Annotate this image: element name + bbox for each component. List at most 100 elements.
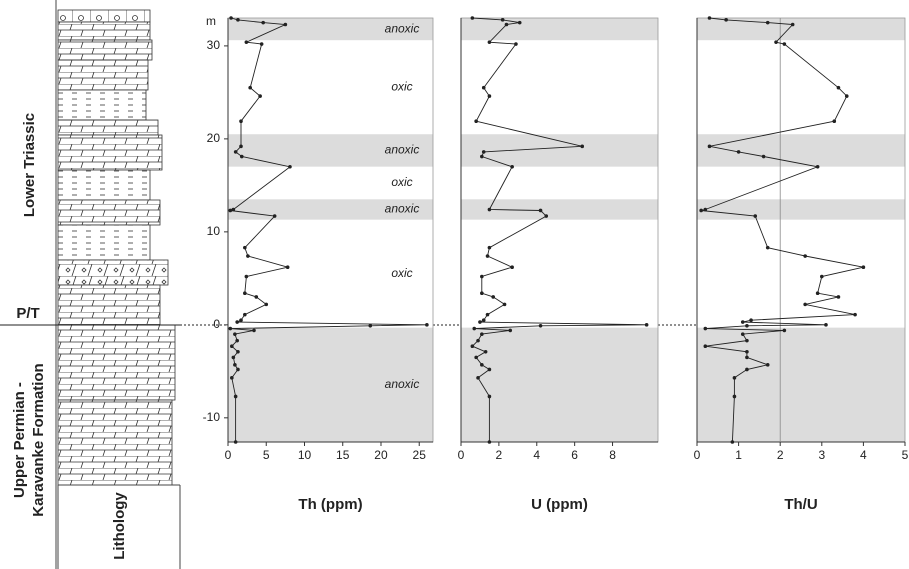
- data-point: [239, 144, 243, 149]
- data-point: [699, 208, 703, 213]
- data-point: [502, 302, 507, 307]
- data-point: [243, 245, 247, 250]
- data-point: [233, 332, 237, 336]
- bed: [57, 39, 153, 61]
- zone-band: [461, 199, 658, 220]
- zone-band: [461, 18, 658, 41]
- data-point: [538, 323, 543, 328]
- zone-band: [461, 327, 658, 442]
- data-point: [470, 16, 475, 20]
- data-point: [485, 254, 490, 258]
- data-point: [283, 22, 288, 27]
- zone-band: [697, 199, 905, 220]
- data-point: [774, 40, 778, 44]
- x-axis-label: Th/U: [784, 496, 817, 513]
- data-point: [246, 254, 250, 258]
- profile-line: [701, 17, 864, 443]
- data-point: [765, 245, 770, 250]
- zone-band: [228, 166, 433, 200]
- x-tick-label: 15: [336, 448, 350, 462]
- data-point: [239, 318, 243, 322]
- data-point: [832, 119, 837, 124]
- y-tick-label: 20: [207, 131, 221, 145]
- data-point: [285, 265, 290, 269]
- x-tick-label: 4: [860, 448, 867, 462]
- data-point: [487, 40, 492, 44]
- data-point: [228, 326, 233, 331]
- x-tick-label: 25: [413, 448, 427, 462]
- data-point: [259, 42, 264, 46]
- y-tick-label: 10: [207, 224, 221, 238]
- data-point: [476, 338, 480, 343]
- zone-band: [228, 219, 433, 328]
- data-point: [485, 312, 490, 317]
- data-point: [235, 320, 239, 324]
- data-point: [538, 208, 543, 213]
- data-point: [233, 363, 237, 367]
- data-point: [233, 394, 238, 399]
- data-point: [231, 207, 236, 212]
- data-point: [508, 328, 513, 333]
- zone-band: [697, 327, 905, 442]
- x-axis-label: U (ppm): [531, 496, 588, 513]
- data-point: [235, 338, 239, 343]
- data-point: [254, 295, 259, 299]
- data-point: [745, 338, 749, 343]
- data-point: [272, 214, 277, 218]
- data-point: [765, 363, 770, 367]
- data-point: [470, 344, 475, 349]
- zone-band: [228, 199, 433, 220]
- data-point: [474, 355, 478, 360]
- data-point: [481, 85, 486, 90]
- data-point: [703, 344, 708, 349]
- data-point: [544, 214, 549, 218]
- x-tick-label: 2: [777, 448, 784, 462]
- data-point: [745, 367, 749, 372]
- data-point: [487, 367, 492, 372]
- data-point: [481, 150, 486, 154]
- data-point: [476, 376, 480, 380]
- bed: [57, 169, 151, 201]
- data-point: [368, 323, 373, 328]
- data-point: [782, 42, 787, 46]
- data-point: [487, 440, 492, 444]
- x-axis-label: Th (ppm): [298, 496, 362, 513]
- data-point: [510, 164, 514, 169]
- zone-band: [697, 18, 905, 41]
- x-tick-label: 4: [533, 448, 540, 462]
- zone-band: [228, 327, 433, 442]
- bed: [57, 199, 161, 226]
- y-tick-label: -10: [203, 410, 221, 424]
- data-point: [861, 265, 866, 269]
- data-point: [239, 154, 244, 159]
- data-point: [510, 265, 514, 269]
- data-point: [244, 40, 249, 44]
- data-point: [229, 16, 233, 20]
- data-point: [243, 291, 247, 296]
- data-point: [480, 274, 484, 279]
- x-tick-label: 0: [694, 448, 701, 462]
- x-tick-label: 3: [818, 448, 825, 462]
- zone-label: anoxic: [385, 202, 420, 216]
- data-point: [707, 144, 712, 149]
- bed: [57, 284, 161, 326]
- x-tick-label: 20: [374, 448, 388, 462]
- zone-band: [228, 134, 433, 167]
- data-point: [761, 154, 766, 159]
- data-point: [480, 332, 484, 336]
- data-point: [517, 20, 522, 25]
- data-point: [745, 323, 749, 328]
- data-point: [491, 295, 496, 299]
- unit-label: Lower Triassic: [21, 113, 38, 217]
- x-tick-label: 5: [263, 448, 270, 462]
- data-point: [261, 20, 265, 25]
- bed: [57, 9, 151, 23]
- bed: [57, 324, 176, 401]
- x-tick-label: 10: [298, 448, 312, 462]
- data-point: [236, 350, 240, 354]
- data-point: [853, 312, 857, 317]
- data-point: [480, 363, 484, 367]
- bed: [57, 399, 173, 486]
- x-tick-label: 5: [902, 448, 909, 462]
